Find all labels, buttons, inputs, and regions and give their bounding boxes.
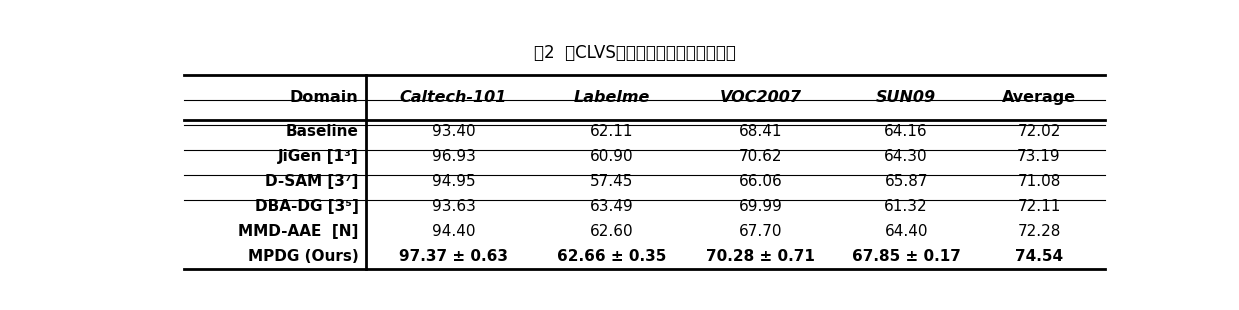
Text: 64.30: 64.30 [885, 149, 928, 164]
Text: 70.28 ± 0.71: 70.28 ± 0.71 [706, 249, 815, 264]
Text: 57.45: 57.45 [590, 174, 633, 189]
Text: D-SAM [3⁷]: D-SAM [3⁷] [265, 174, 359, 189]
Text: 表2  在CLVS四个数据库上的分类准确率: 表2 在CLVS四个数据库上的分类准确率 [534, 44, 736, 62]
Text: 69.99: 69.99 [738, 199, 783, 214]
Text: 94.95: 94.95 [431, 174, 476, 189]
Text: 73.19: 73.19 [1017, 149, 1061, 164]
Text: 72.11: 72.11 [1017, 199, 1061, 214]
Text: MMD-AAE  [N]: MMD-AAE [N] [238, 224, 359, 239]
Text: 97.37 ± 0.63: 97.37 ± 0.63 [399, 249, 508, 264]
Text: 93.63: 93.63 [431, 199, 476, 214]
Text: 62.60: 62.60 [590, 224, 633, 239]
Text: 72.28: 72.28 [1017, 224, 1061, 239]
Text: 67.85 ± 0.17: 67.85 ± 0.17 [851, 249, 960, 264]
Text: VOC2007: VOC2007 [720, 90, 802, 105]
Text: SUN09: SUN09 [876, 90, 937, 105]
Text: 61.32: 61.32 [885, 199, 928, 214]
Text: 94.40: 94.40 [432, 224, 476, 239]
Text: 62.11: 62.11 [590, 125, 633, 140]
Text: DBA-DG [3⁵]: DBA-DG [3⁵] [255, 199, 359, 214]
Text: 74.54: 74.54 [1015, 249, 1063, 264]
Text: 65.87: 65.87 [885, 174, 928, 189]
Text: 72.02: 72.02 [1017, 125, 1061, 140]
Text: 71.08: 71.08 [1017, 174, 1061, 189]
Text: 64.40: 64.40 [885, 224, 928, 239]
Text: 70.62: 70.62 [740, 149, 783, 164]
Text: Average: Average [1002, 90, 1077, 105]
Text: 63.49: 63.49 [590, 199, 633, 214]
Text: 64.16: 64.16 [885, 125, 928, 140]
Text: Domain: Domain [290, 90, 359, 105]
Text: Caltech-101: Caltech-101 [400, 90, 507, 105]
Text: 60.90: 60.90 [590, 149, 633, 164]
Text: 68.41: 68.41 [740, 125, 783, 140]
Text: Baseline: Baseline [286, 125, 359, 140]
Text: JiGen [1³]: JiGen [1³] [278, 149, 359, 164]
Text: Labelme: Labelme [574, 90, 649, 105]
Text: 96.93: 96.93 [431, 149, 476, 164]
Text: 62.66 ± 0.35: 62.66 ± 0.35 [556, 249, 667, 264]
Text: 93.40: 93.40 [431, 125, 476, 140]
Text: MPDG (Ours): MPDG (Ours) [248, 249, 359, 264]
Text: 67.70: 67.70 [740, 224, 783, 239]
Text: 66.06: 66.06 [738, 174, 783, 189]
